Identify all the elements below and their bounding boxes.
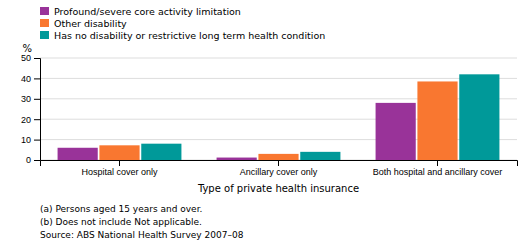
bar bbox=[99, 145, 139, 160]
y-axis-title: % bbox=[22, 43, 32, 54]
legend-item: Profound/severe core activity limitation bbox=[40, 6, 241, 17]
bar-series bbox=[141, 74, 499, 160]
bar bbox=[417, 81, 457, 160]
legend-item: Other disability bbox=[40, 18, 127, 29]
bar bbox=[58, 148, 98, 160]
grid-line bbox=[40, 78, 517, 79]
x-tick: Hospital cover only bbox=[81, 160, 158, 177]
bar bbox=[459, 74, 499, 160]
y-tick: 20 bbox=[21, 115, 40, 125]
y-tick-label: 0 bbox=[26, 155, 31, 165]
legend-label: Has no disability or restrictive long te… bbox=[54, 30, 325, 41]
footnote: (b) Does not include Not applicable. bbox=[40, 217, 202, 227]
x-axis-title: Type of private health insurance bbox=[197, 183, 359, 194]
y-tick-mark bbox=[34, 99, 40, 100]
bar bbox=[217, 158, 257, 160]
x-tick-mark bbox=[119, 160, 120, 166]
legend-swatch bbox=[40, 19, 49, 27]
x-tick-mark bbox=[437, 160, 438, 166]
x-tick-label: Ancillary cover only bbox=[240, 167, 318, 177]
legend-swatch bbox=[40, 31, 49, 39]
bar-series bbox=[58, 103, 416, 160]
footnote: Source: ABS National Health Survey 2007–… bbox=[40, 230, 244, 240]
x-tick-label: Both hospital and ancillary cover bbox=[373, 167, 503, 177]
x-tick: Both hospital and ancillary cover bbox=[373, 160, 503, 177]
bar bbox=[300, 152, 340, 160]
legend-item: Has no disability or restrictive long te… bbox=[40, 30, 325, 41]
bars bbox=[58, 74, 500, 160]
legend: Profound/severe core activity limitation… bbox=[40, 6, 325, 41]
chart: Profound/severe core activity limitation… bbox=[0, 0, 529, 252]
y-tick: 50 bbox=[21, 53, 40, 63]
x-tick-mark bbox=[278, 160, 279, 166]
bar-series bbox=[99, 81, 457, 160]
y-tick-mark bbox=[34, 140, 40, 141]
y-tick-label: 40 bbox=[21, 74, 31, 84]
y-tick-label: 20 bbox=[21, 115, 31, 125]
y-tick: 30 bbox=[21, 94, 40, 104]
y-tick: 0 bbox=[26, 155, 40, 165]
y-tick-mark bbox=[34, 78, 40, 79]
y-axis: 0 10 20 30 40 50 bbox=[21, 53, 41, 165]
y-tick-label: 50 bbox=[21, 53, 31, 63]
y-tick-mark bbox=[34, 58, 40, 59]
x-axis: Hospital cover only Ancillary cover only B… bbox=[41, 160, 518, 177]
bar bbox=[258, 154, 298, 160]
y-tick: 40 bbox=[21, 74, 40, 84]
x-tick: Ancillary cover only bbox=[240, 160, 318, 177]
y-tick-label: 10 bbox=[21, 135, 31, 145]
bar bbox=[376, 103, 416, 160]
y-axis-line bbox=[34, 59, 41, 161]
bar bbox=[141, 144, 181, 160]
x-tick-label: Hospital cover only bbox=[81, 167, 158, 177]
plot: 0 10 20 30 40 50 Hospital cover only Ancillary … bbox=[21, 53, 518, 177]
x-axis-line bbox=[41, 161, 518, 167]
y-tick-mark bbox=[34, 119, 40, 120]
y-tick-label: 30 bbox=[21, 94, 31, 104]
legend-swatch bbox=[40, 7, 49, 15]
grid-line bbox=[40, 58, 517, 59]
legend-label: Other disability bbox=[54, 18, 127, 29]
y-tick: 10 bbox=[21, 135, 40, 145]
legend-label: Profound/severe core activity limitation bbox=[54, 6, 241, 17]
footnote: (a) Persons aged 15 years and over. bbox=[40, 204, 202, 214]
grid bbox=[40, 58, 517, 160]
footnotes: (a) Persons aged 15 years and over. (b) D… bbox=[40, 204, 244, 240]
y-tick-mark bbox=[34, 160, 40, 161]
